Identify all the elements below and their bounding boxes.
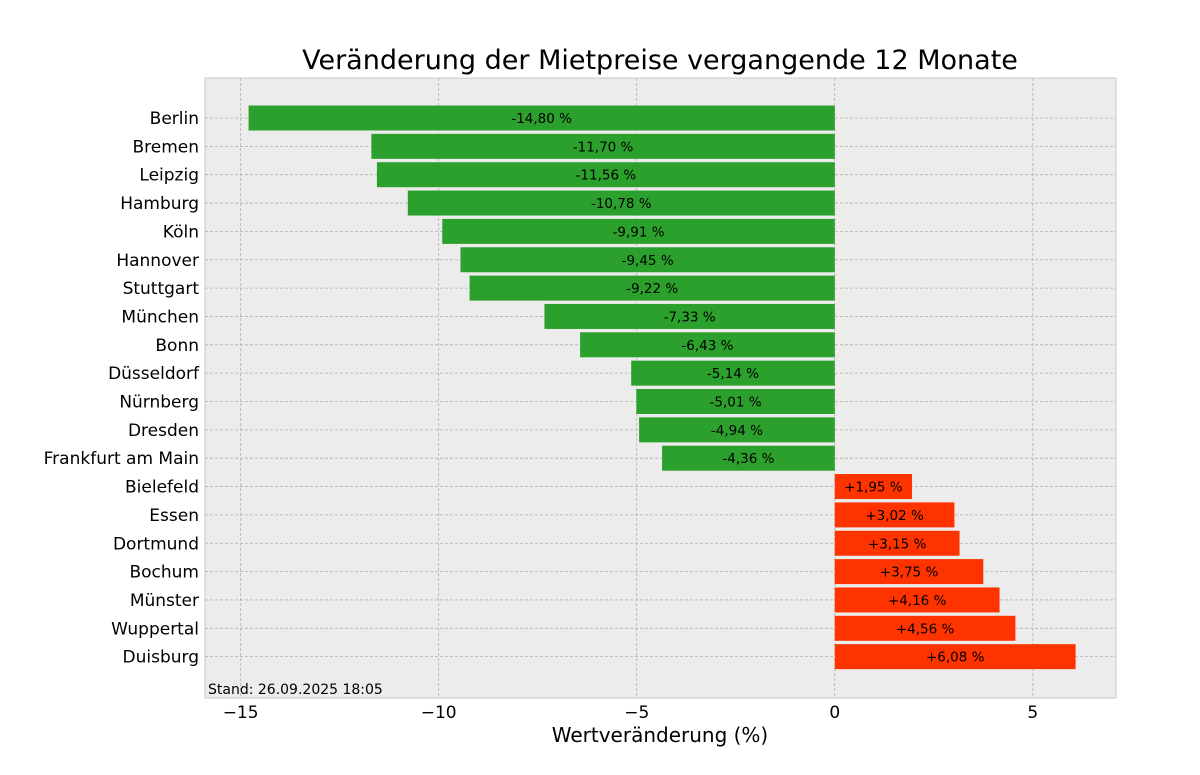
bar — [469, 275, 835, 301]
category-label: Duisburg — [123, 648, 200, 668]
category-label: Hannover — [116, 251, 199, 271]
bar — [834, 559, 984, 585]
bar-value-label: -11,70 % — [573, 139, 634, 155]
category-label: Wuppertal — [111, 619, 199, 639]
category-label: Düsseldorf — [108, 364, 200, 384]
bar-value-label: -4,94 % — [711, 423, 763, 439]
category-label: Bremen — [132, 137, 199, 157]
bars: -14,80 %-11,70 % -11,56 % -10,78 % -9,91 % -… — [248, 105, 1076, 670]
category-label: Dresden — [128, 421, 199, 441]
category-label: Berlin — [150, 109, 199, 129]
bar — [580, 332, 835, 358]
bar — [662, 445, 835, 471]
bar — [442, 218, 835, 244]
x-axis-label: Wertveränderung (%) — [552, 723, 769, 747]
bar-value-label: -5,01 % — [710, 395, 762, 411]
category-label: Bielefeld — [125, 478, 199, 498]
bar-value-label: +3,75 % — [880, 565, 939, 581]
x-tick-label: −5 — [624, 703, 649, 723]
bar-value-label: -9,22 % — [626, 281, 678, 297]
bar-value-label: +1,95 % — [844, 480, 903, 496]
bar-value-label: -10,78 % — [591, 196, 652, 212]
bar — [834, 644, 1076, 670]
bar — [631, 360, 835, 386]
bar — [834, 502, 955, 528]
x-tick-label: −10 — [421, 703, 457, 723]
bar-value-label: -5,14 % — [707, 366, 759, 382]
bar-value-label: -7,33 % — [664, 309, 716, 325]
bar-value-label: +6,08 % — [926, 650, 985, 666]
category-labels: Berlin Bremen Leipzig Hamburg Köln Hannover St… — [44, 109, 200, 668]
bar-value-label: -9,91 % — [612, 224, 664, 240]
bar — [834, 530, 960, 556]
category-label: Nürnberg — [119, 393, 199, 413]
category-label: Hamburg — [120, 194, 199, 214]
bar — [248, 105, 835, 131]
chart-title: Veränderung der Mietpreise vergangende 1… — [302, 45, 1018, 76]
category-label: Münster — [130, 591, 199, 611]
bar — [407, 190, 835, 216]
bar-value-label: -4,36 % — [722, 451, 774, 467]
x-tick-label: −15 — [223, 703, 259, 723]
bar-value-label: +3,15 % — [868, 536, 927, 552]
bar-value-label: +4,56 % — [896, 621, 955, 637]
category-label: Frankfurt am Main — [44, 449, 199, 469]
bar-value-label: -11,56 % — [576, 168, 637, 184]
category-label: Bochum — [129, 563, 199, 583]
bar — [639, 417, 835, 443]
category-label: Bonn — [155, 336, 199, 356]
footnote-timestamp: Stand: 26.09.2025 18:05 — [208, 682, 383, 698]
bar — [371, 133, 835, 159]
category-label: Essen — [149, 506, 199, 526]
bar — [636, 389, 835, 414]
category-label: Stuttgart — [123, 279, 200, 299]
category-label: München — [121, 307, 199, 327]
bar — [460, 247, 835, 273]
x-tick-label: 5 — [1027, 703, 1038, 723]
bar-value-label: -9,45 % — [622, 253, 674, 269]
x-tick-label: 0 — [829, 703, 840, 723]
category-label: Leipzig — [139, 166, 199, 186]
bar — [544, 303, 835, 329]
bar-value-label: +4,16 % — [888, 593, 947, 609]
x-tick-labels: −15 −10 −5 0 5 — [223, 703, 1039, 723]
category-label: Köln — [163, 222, 199, 242]
bar-value-label: -14,80 % — [511, 111, 572, 127]
category-label: Dortmund — [113, 534, 199, 554]
bar-value-label: +3,02 % — [865, 508, 924, 524]
bar-value-label: -6,43 % — [681, 338, 733, 354]
bar — [834, 474, 913, 500]
bar — [834, 587, 1000, 613]
bar — [834, 615, 1016, 641]
bar — [376, 162, 835, 188]
